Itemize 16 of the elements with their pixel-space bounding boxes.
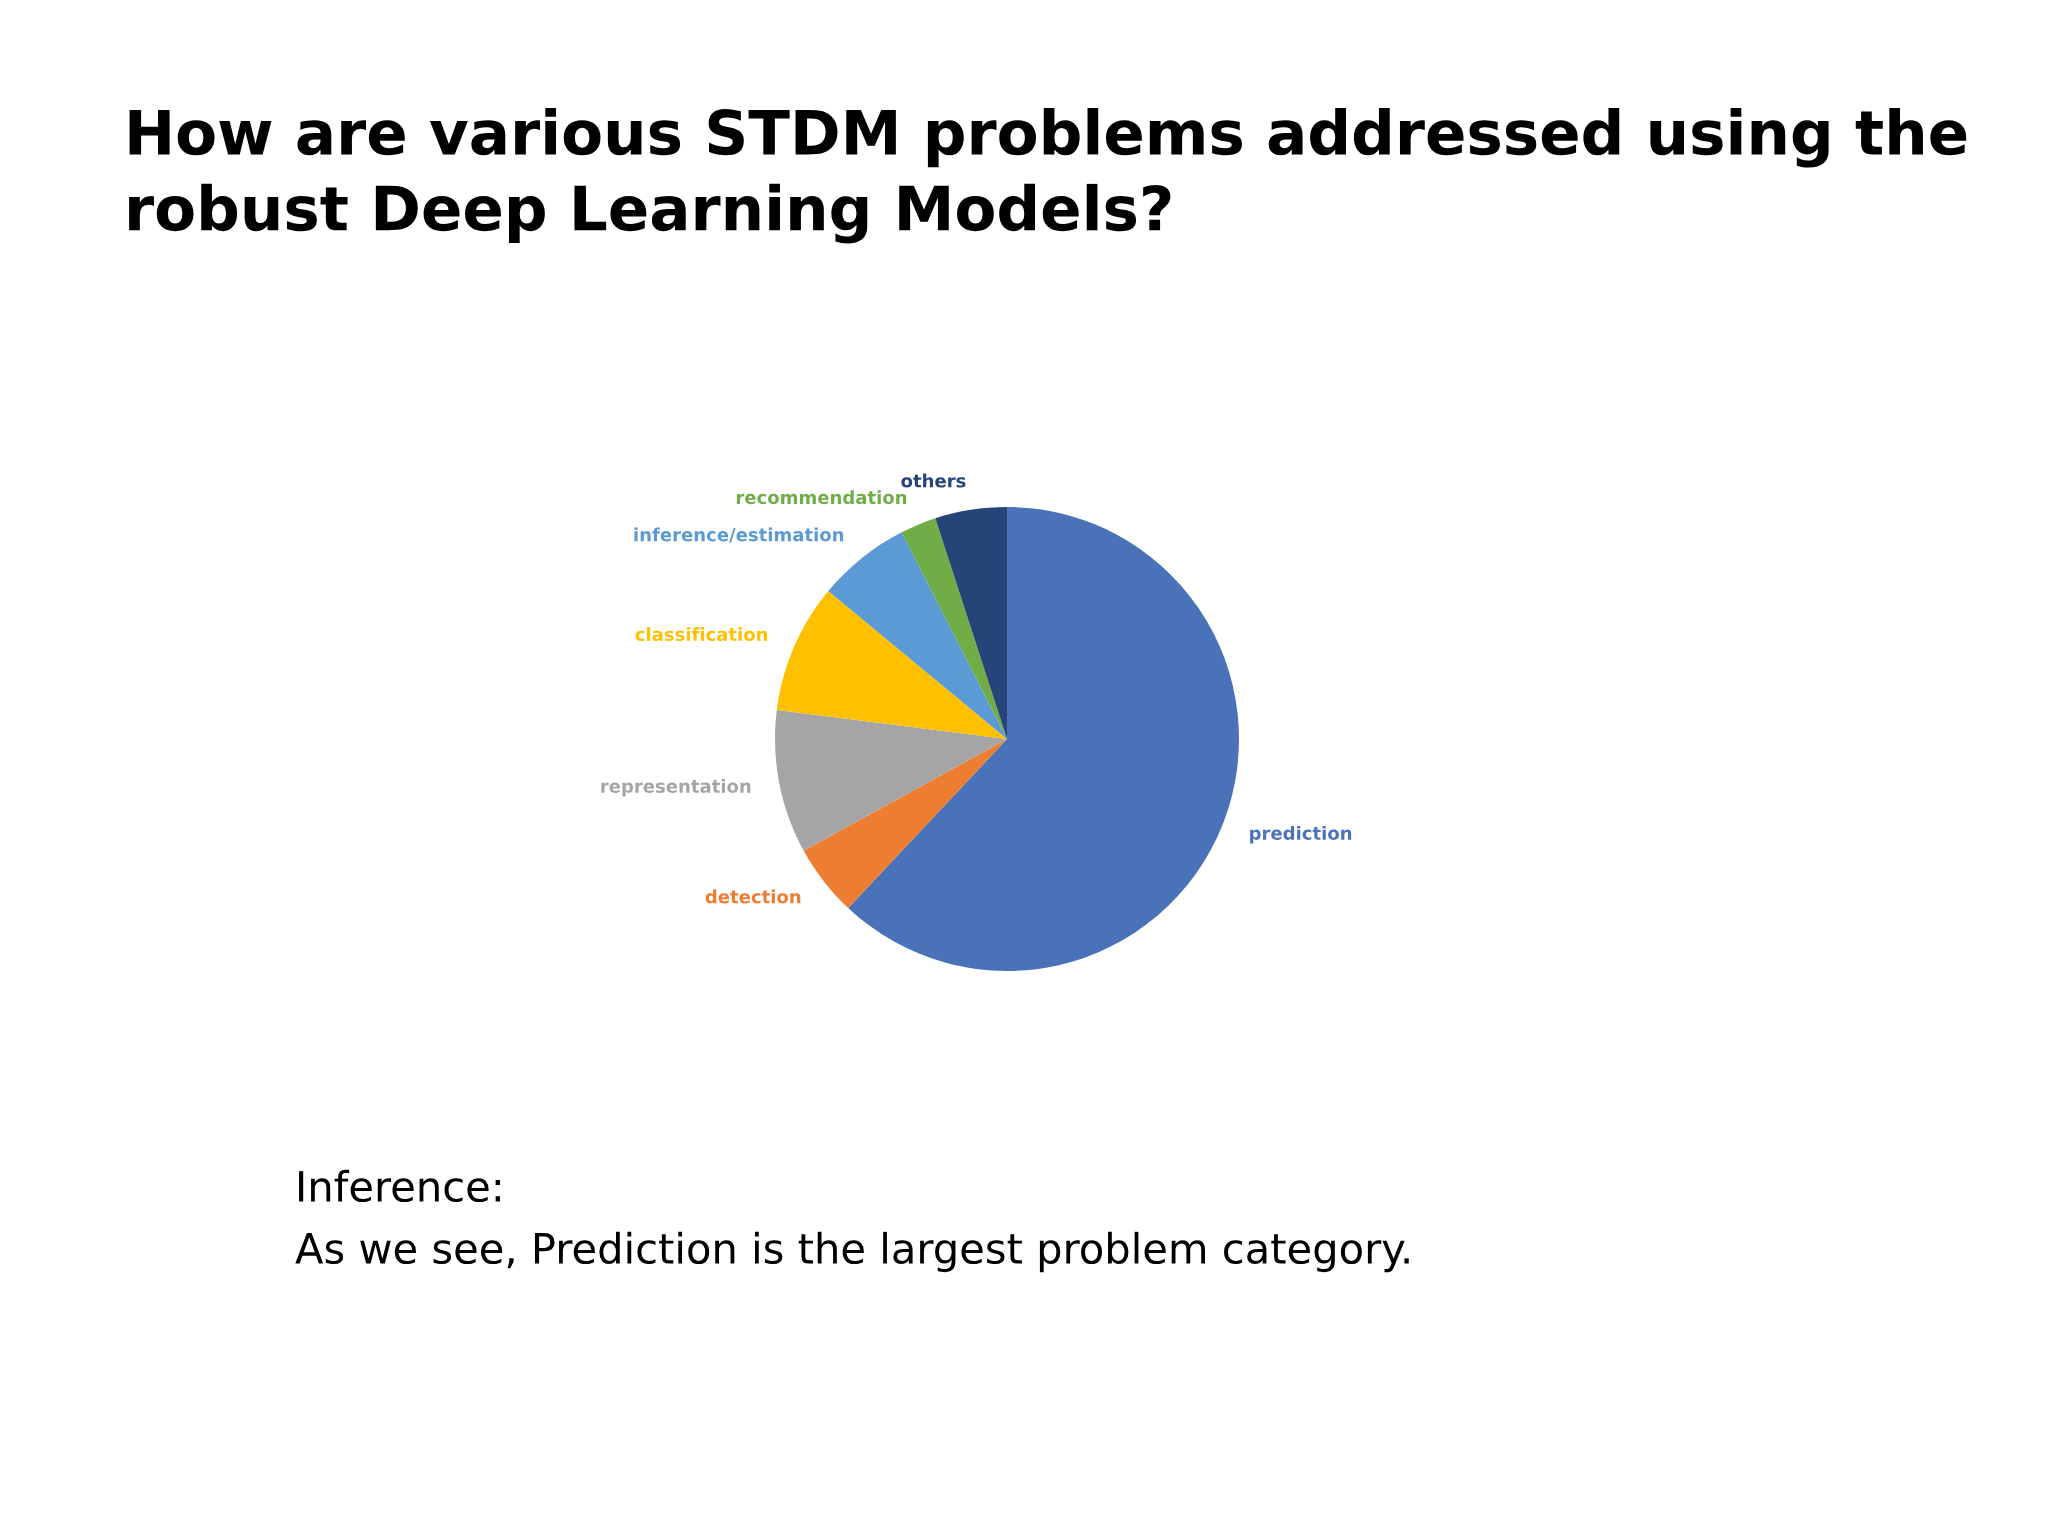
- slice-label: detection: [705, 889, 801, 904]
- slice-label: representation: [601, 778, 751, 797]
- text: Inference:: [299, 1169, 500, 1203]
- slice-label: classification: [635, 627, 768, 642]
- slice-label: inference/estimation: [634, 527, 844, 543]
- pie-slice: [848, 507, 1239, 971]
- pie-slice: [901, 518, 1007, 739]
- slice-label: prediction: [1250, 825, 1352, 844]
- slice-label: others: [901, 473, 966, 488]
- pie-slice: [935, 507, 1007, 739]
- pie-slice: [775, 709, 1007, 851]
- pie-slice: [803, 739, 1007, 909]
- pie-slice: [776, 591, 1007, 739]
- chart-title: How are various STDM problems addressed using the robust Deep Learning Models?: [129, 108, 1967, 244]
- text: As we see, Prediction is the largest problem category.: [295, 1231, 1409, 1273]
- slice-label: recommendation: [736, 490, 907, 505]
